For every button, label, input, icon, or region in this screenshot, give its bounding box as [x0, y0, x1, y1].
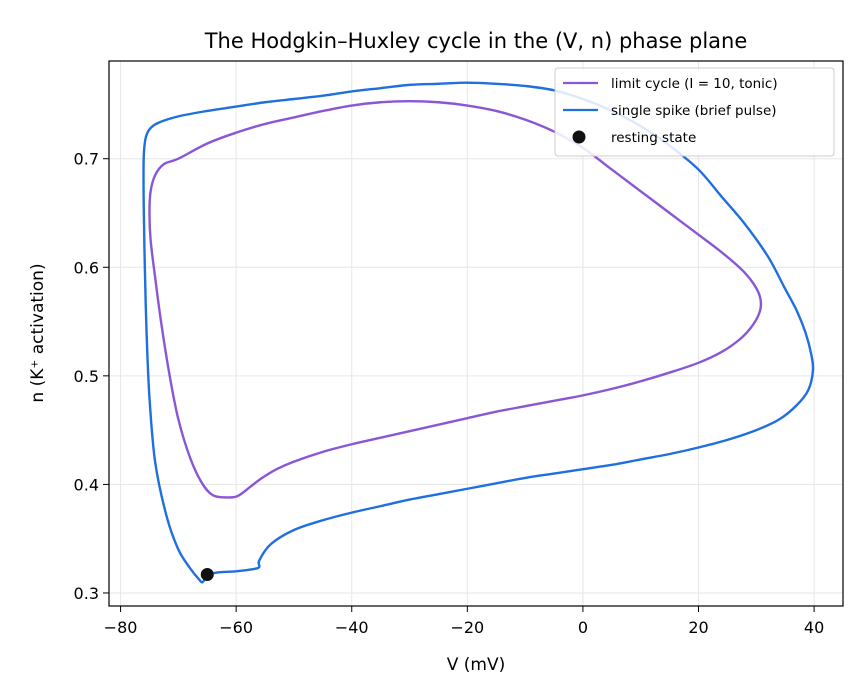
legend-label-limit-cycle: limit cycle (I = 10, tonic): [611, 76, 778, 92]
legend-marker-resting-state: [572, 130, 586, 144]
y-tick-label: 0.6: [74, 258, 99, 277]
x-tick-label: 20: [688, 618, 708, 637]
y-tick-label: 0.7: [74, 150, 99, 169]
x-tick-label: −80: [104, 618, 138, 637]
legend-label-single-spike: single spike (brief pulse): [611, 103, 777, 119]
x-tick-label: 40: [804, 618, 824, 637]
x-tick-label: −40: [335, 618, 369, 637]
x-axis-ticks: −80 −60 −40 −20 0 20 40: [104, 606, 824, 637]
x-tick-label: −20: [450, 618, 484, 637]
x-tick-label: 0: [578, 618, 588, 637]
points-layer: [200, 568, 214, 582]
legend-box: [554, 67, 835, 157]
single-spike-line: [142, 81, 815, 584]
series-layer: [142, 81, 815, 584]
x-tick-label: −60: [219, 618, 253, 637]
y-tick-label: 0.5: [74, 367, 99, 386]
plot-frame: [108, 60, 844, 607]
resting-state-point: [200, 568, 214, 582]
legend-label-resting-state: resting state: [611, 130, 696, 146]
chart-title: The Hodgkin–Huxley cycle in the (V, n) p…: [204, 29, 748, 53]
y-tick-label: 0.3: [74, 584, 99, 603]
legend: limit cycle (I = 10, tonic) single spike…: [554, 67, 835, 157]
y-axis-ticks: 0.3 0.4 0.5 0.6 0.7: [74, 150, 109, 603]
x-axis-label: V (mV): [447, 655, 506, 675]
y-tick-label: 0.4: [74, 475, 99, 494]
limit-cycle-line: [148, 99, 763, 499]
grid-lines: [109, 61, 843, 606]
y-axis-label: n (K⁺ activation): [28, 263, 48, 402]
